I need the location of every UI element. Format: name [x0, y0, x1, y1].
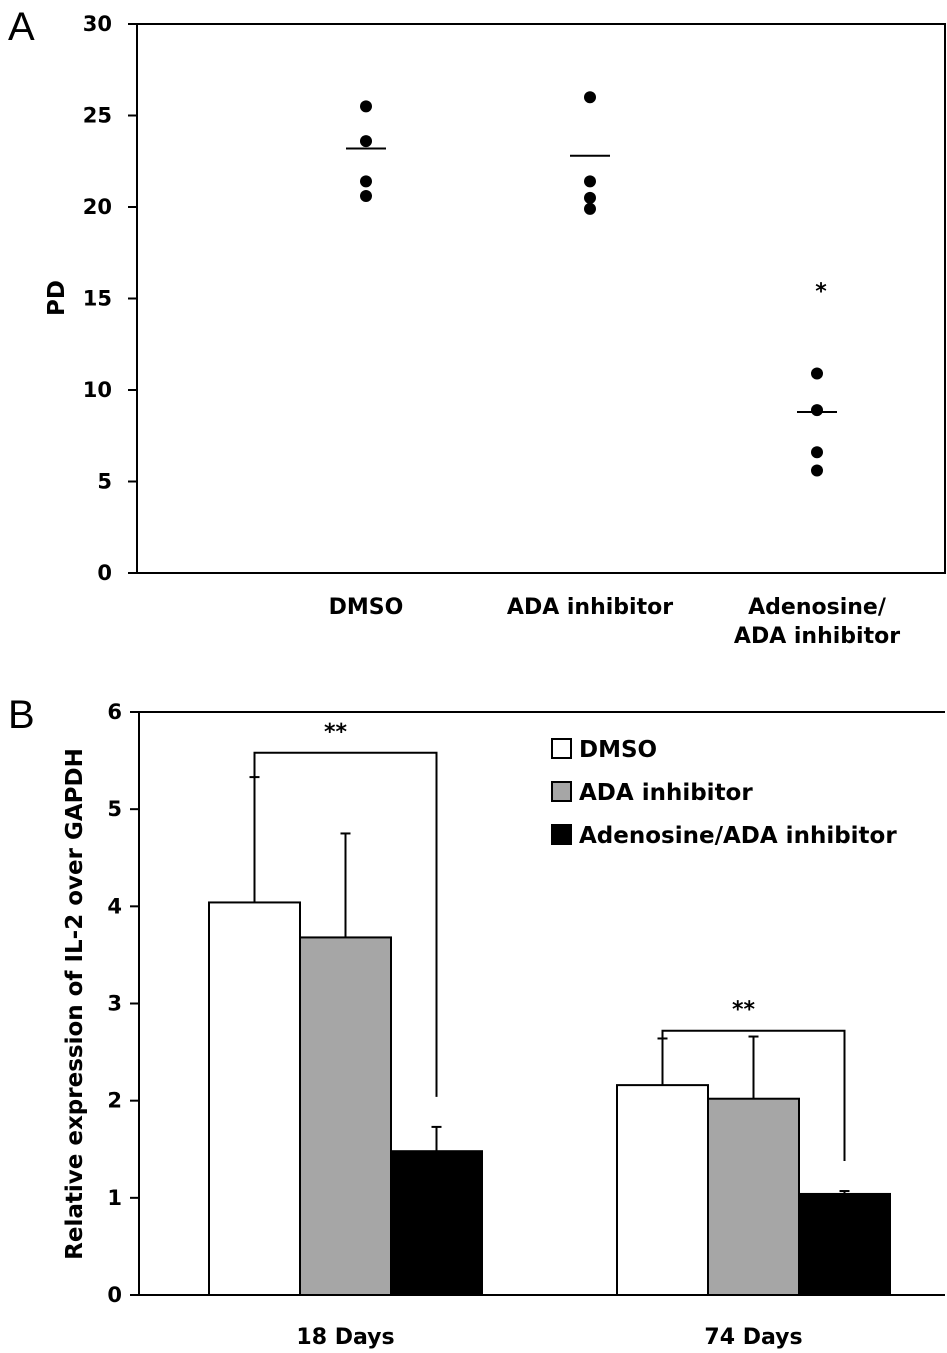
panel-a-data-point	[811, 404, 823, 417]
panel-b-y-axis-label: Relative expression of IL-2 over GAPDH	[62, 748, 88, 1260]
panel-a-data-point	[360, 175, 372, 188]
panel-a-y-tick-label: 10	[83, 378, 112, 402]
panel-a-y-tick-label: 20	[83, 195, 112, 219]
panel-b-y-tick-label: 2	[107, 1089, 122, 1113]
panel-a-data-point	[584, 202, 596, 215]
panel-a-data-point	[811, 446, 823, 459]
panel-b-bar	[616, 1084, 709, 1296]
panel-b-y-tick-label: 6	[107, 700, 122, 724]
panel-b-y-tick-label: 0	[107, 1283, 122, 1307]
panel-a-data-point	[584, 191, 596, 204]
panel-b-y-tick-label: 5	[107, 797, 122, 821]
panel-a-data-point	[811, 367, 823, 380]
panel-b-bar	[707, 1097, 800, 1297]
panel-b-bar	[798, 1192, 891, 1296]
panel-b-bar-chart: B Relative expression of IL-2 over GAPDH…	[8, 693, 945, 1350]
panel-b-y-tick-label: 4	[107, 894, 122, 918]
panel-b-y-tick-label: 1	[107, 1186, 122, 1210]
panel-b-category-label: 74 Days	[704, 1325, 802, 1350]
panel-a-category-label: DMSO	[329, 595, 404, 620]
panel-b-bar	[208, 901, 301, 1296]
legend-label: Adenosine/ADA inhibitor	[579, 823, 897, 849]
panel-a-y-axis-label: PD	[44, 280, 70, 316]
panel-a-data-point	[584, 175, 596, 188]
panel-a-category-label: ADA inhibitor	[507, 595, 673, 620]
panel-b-bar	[390, 1150, 483, 1297]
legend-label: DMSO	[579, 737, 657, 763]
legend-label: ADA inhibitor	[579, 780, 753, 806]
panel-b-bar	[299, 936, 392, 1297]
panel-a-data-point	[360, 190, 372, 203]
panel-b-significance-bracket	[661, 1029, 846, 1162]
panel-a-data-point	[811, 464, 823, 477]
panel-b-significance-marker: **	[732, 998, 756, 1023]
panel-a-scatter: A PD 0 5 10 15 20 25 30 DMSO ADA inhibitor Adeno…	[8, 5, 946, 649]
panel-b-label: B	[8, 693, 35, 737]
legend-swatch	[551, 738, 572, 759]
panel-b-significance-marker: **	[324, 720, 348, 745]
panel-a-y-tick-label: 0	[97, 561, 112, 585]
panel-a-significance-marker: *	[815, 279, 827, 304]
panel-a-data-point	[360, 100, 372, 113]
panel-a-y-tick-label: 15	[83, 287, 112, 311]
panel-a-y-tick-label: 5	[97, 470, 112, 494]
panel-b-y-tick-label: 3	[107, 992, 122, 1016]
legend-swatch	[551, 824, 572, 845]
panel-a-data-point	[360, 135, 372, 148]
legend-swatch	[551, 781, 572, 802]
legend: DMSO ADA inhibitor Adenosine/ADA inhibitor	[551, 737, 897, 849]
panel-a-y-tick-label: 25	[83, 104, 112, 128]
panel-a-label: A	[8, 5, 35, 49]
panel-b-significance-bracket	[253, 751, 438, 1097]
panel-a-y-tick-label: 30	[83, 12, 112, 36]
panel-a-data-point	[584, 91, 596, 104]
panel-b-category-label: 18 Days	[296, 1325, 394, 1350]
panel-a-category-label: Adenosine/ADA inhibitor	[734, 595, 900, 649]
